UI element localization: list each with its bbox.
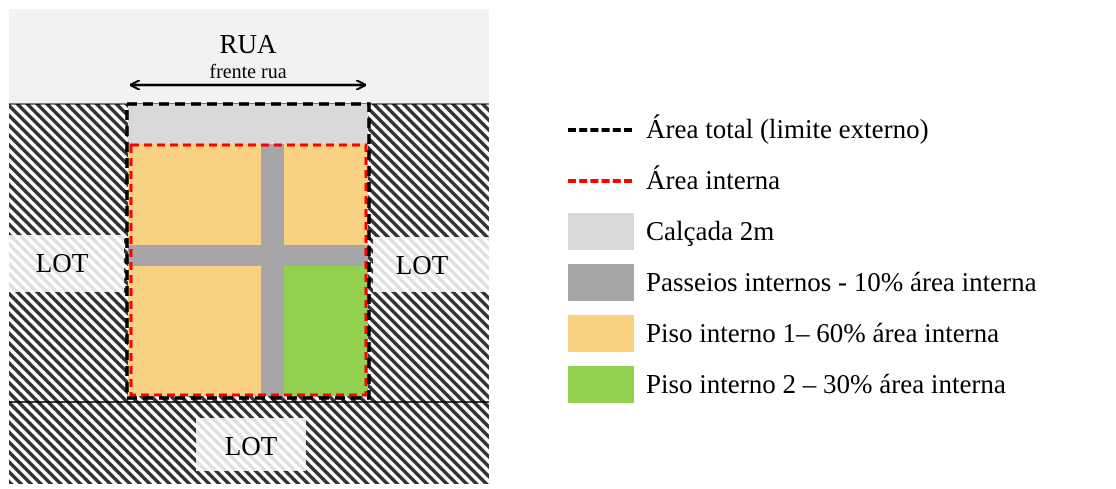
legend-swatch-internal-paths xyxy=(568,264,634,301)
legend-swatch-total-area xyxy=(568,111,634,148)
lot-bottom-label-bg xyxy=(196,418,306,471)
legend-swatch-inner-area xyxy=(568,162,634,199)
lot-bottom-label: LOT xyxy=(225,431,278,461)
site-plan-diagram: RUA frente rua LOT LOT LOT xyxy=(9,9,489,484)
legend-label-total-area: Área total (limite externo) xyxy=(646,114,929,144)
lot-right-label: LOT xyxy=(396,250,449,280)
lot-left-label: LOT xyxy=(36,248,89,278)
internal-path-horizontal xyxy=(128,245,368,266)
legend-swatch-floor-2 xyxy=(568,366,634,403)
legend-label-internal-paths: Passeios internos - 10% área interna xyxy=(646,267,1037,297)
legend: Área total (limite externo) Área interna… xyxy=(568,104,1116,410)
legend-label-inner-area: Área interna xyxy=(646,165,781,195)
frontage-label: frente rua xyxy=(209,61,286,83)
legend-swatch-sidewalk xyxy=(568,213,634,250)
lot-right-label-bg xyxy=(373,237,489,292)
sidewalk-area xyxy=(128,104,368,144)
legend-label-sidewalk: Calçada 2m xyxy=(646,216,775,246)
legend-label-floor-2: Piso interno 2 – 30% área interna xyxy=(646,369,1006,399)
legend-item-floor-1: Piso interno 1– 60% área interna xyxy=(568,308,1116,359)
legend-item-internal-paths: Passeios internos - 10% área interna xyxy=(568,257,1116,308)
total-area-border xyxy=(125,102,371,400)
internal-path-vertical xyxy=(261,144,284,396)
legend-item-floor-2: Piso interno 2 – 30% área interna xyxy=(568,359,1116,410)
legend-swatch-floor-1 xyxy=(568,315,634,352)
legend-label-floor-1: Piso interno 1– 60% área interna xyxy=(646,318,1000,348)
legend-item-sidewalk: Calçada 2m xyxy=(568,206,1116,257)
legend-item-inner-area: Área interna xyxy=(568,155,1116,206)
street-label: RUA xyxy=(219,29,277,59)
floor-2-area xyxy=(284,266,368,396)
lot-left-label-bg xyxy=(9,235,124,292)
inner-area-border xyxy=(129,143,368,397)
legend-item-total-area: Área total (limite externo) xyxy=(568,104,1116,155)
